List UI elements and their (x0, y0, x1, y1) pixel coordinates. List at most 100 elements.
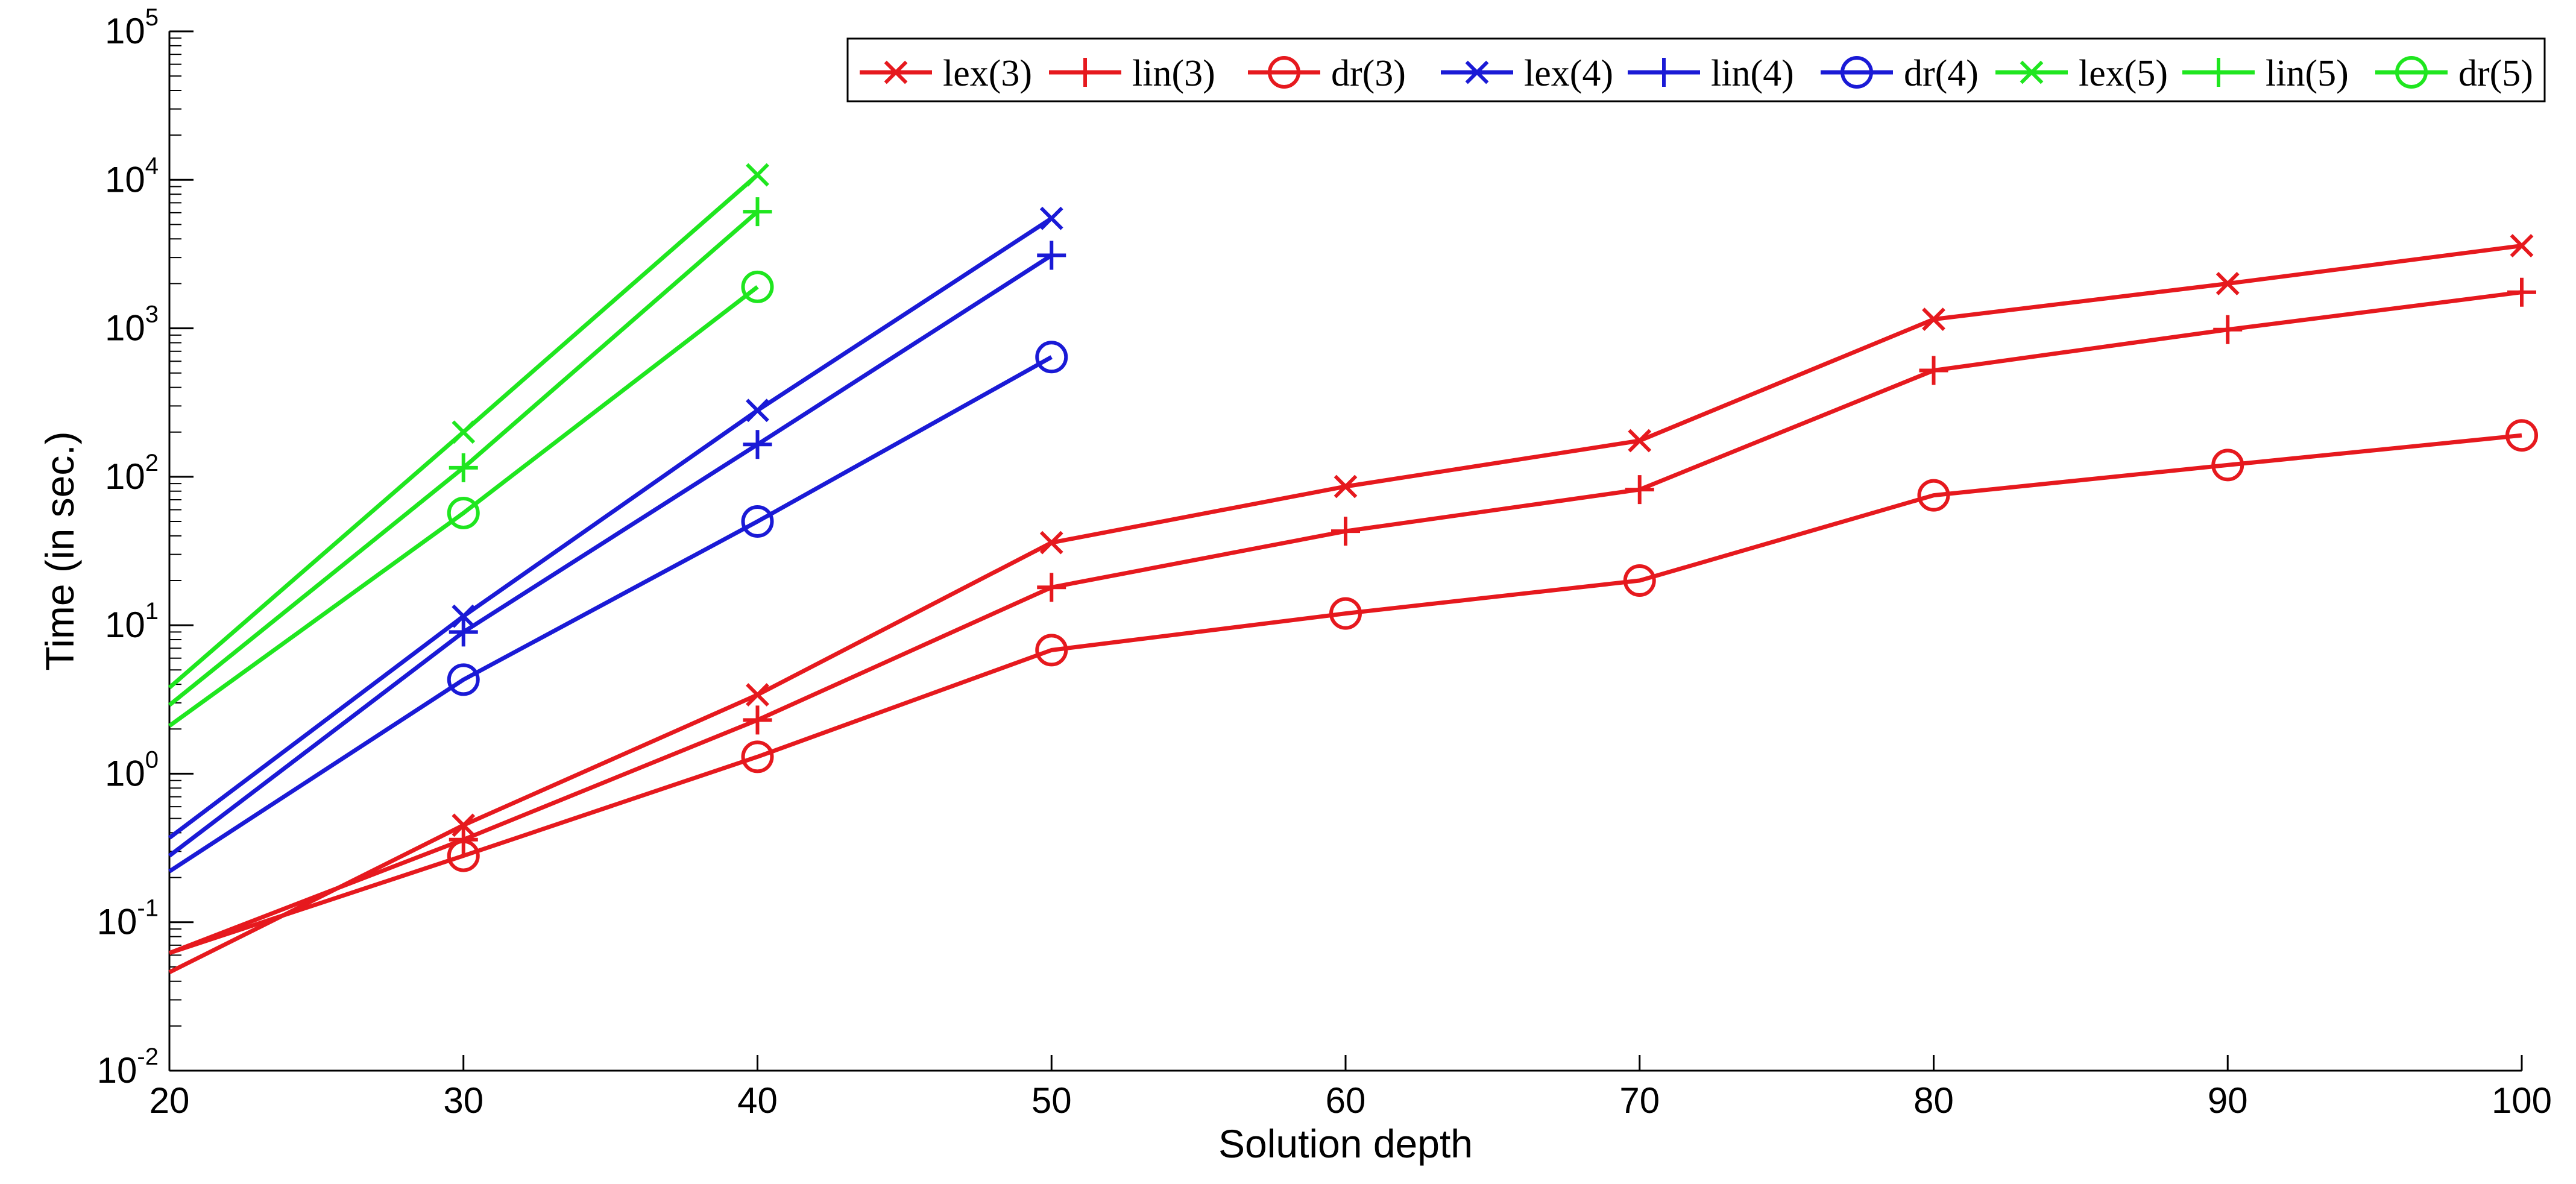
data-point-x (452, 420, 476, 444)
plot-area: 20 30 40 50 60 70 80 90 100 10-210-1100101102103… (97, 4, 2552, 1121)
y-tick-base: 10 (97, 902, 137, 942)
data-point-plus (743, 430, 772, 459)
series-line (168, 216, 1053, 840)
data-point-circle (2395, 56, 2428, 89)
series-lex4 (168, 206, 1063, 840)
x-ticks: 20 30 40 50 60 70 80 90 100 (150, 1055, 2552, 1121)
x-tick-label: 90 (2208, 1080, 2248, 1121)
data-point-circle (1035, 634, 1068, 667)
y-axis-title: Time (in sec.) (37, 431, 82, 670)
legend-item: lin(3) (1049, 53, 1215, 94)
y-tick-exponent: 5 (145, 4, 159, 31)
y-tick-exponent: 1 (145, 598, 159, 625)
data-point-plus (1625, 475, 1654, 505)
legend-label: lin(4) (1711, 53, 1794, 94)
y-tick-base: 10 (105, 753, 145, 793)
data-point-circle (1623, 564, 1656, 597)
data-point-x (746, 683, 769, 707)
data-point-x (2510, 234, 2534, 257)
data-point-plus (1037, 573, 1066, 602)
data-point-plus (2507, 277, 2536, 307)
x-tick-label: 100 (2492, 1080, 2552, 1121)
legend-label: lin(5) (2266, 53, 2349, 94)
series-dr3 (168, 419, 2538, 956)
data-point-x (746, 163, 769, 187)
legend: lex(3) lin(3) dr(3) lex(4) lin(4) dr(4) lex(5)… (846, 37, 2546, 102)
y-tick-exponent: 4 (145, 153, 159, 179)
data-point-circle (1917, 479, 1950, 512)
data-point-x (1039, 531, 1063, 555)
legend-label: lin(3) (1132, 53, 1215, 94)
legend-label: dr(4) (1904, 53, 1979, 94)
legend-item: lex(3) (860, 53, 1032, 94)
x-tick-label: 40 (737, 1080, 778, 1121)
data-point-circle (741, 270, 774, 303)
data-point-x (452, 604, 476, 628)
x-tick-label: 20 (150, 1080, 190, 1121)
data-point-circle (2211, 449, 2244, 482)
legend-box (846, 37, 2546, 102)
y-tick-base: 10 (105, 605, 145, 645)
data-point-plus (1071, 58, 1100, 87)
series-lex5 (168, 163, 769, 690)
y-tick-exponent: 2 (145, 450, 159, 476)
y-tick-exponent: -2 (137, 1044, 159, 1070)
series-layer (168, 163, 2538, 974)
y-tick-base: 10 (105, 159, 145, 200)
legend-label: lex(3) (943, 53, 1032, 94)
series-line (168, 285, 759, 728)
data-point-x (2215, 272, 2240, 295)
y-tick-base: 10 (105, 11, 145, 51)
data-point-circle (741, 740, 774, 773)
y-tick-label: 103 (105, 301, 159, 348)
data-point-circle (1035, 341, 1068, 374)
y-tick-exponent: 3 (145, 301, 159, 328)
x-tick-label: 50 (1031, 1080, 1072, 1121)
legend-label: dr(5) (2458, 53, 2533, 94)
series-lex3 (168, 234, 2534, 974)
y-tick-label: 104 (105, 153, 159, 200)
data-point-x (2020, 60, 2044, 84)
legend-items: lex(3) lin(3) dr(3) lex(4) lin(4) dr(4) lex(5)… (860, 53, 2533, 94)
data-point-x (1465, 60, 1489, 84)
series-line (168, 355, 1053, 874)
series-lin3 (168, 277, 2536, 956)
series-line (168, 244, 2522, 974)
legend-label: lex(5) (2079, 53, 2168, 94)
series-lin4 (168, 241, 1066, 858)
data-point-circle (1268, 56, 1300, 89)
data-point-x (1039, 206, 1063, 230)
series-line (168, 290, 2522, 956)
data-point-x (1922, 307, 1945, 332)
data-point-plus (743, 197, 772, 227)
x-axis-title: Solution depth (1218, 1121, 1473, 1166)
y-tick-label: 101 (105, 598, 159, 645)
legend-item: lin(4) (1628, 53, 1794, 94)
series-lin5 (168, 197, 772, 707)
legend-label: lex(4) (1524, 53, 1613, 94)
data-point-plus (1037, 241, 1066, 270)
x-tick-label: 70 (1619, 1080, 1660, 1121)
data-point-plus (743, 705, 772, 735)
data-point-plus (1331, 517, 1360, 546)
data-point-plus (2204, 58, 2233, 87)
data-point-circle (447, 496, 480, 529)
y-tick-label: 100 (105, 746, 159, 793)
series-line (168, 253, 1053, 858)
data-point-x (1334, 474, 1358, 499)
y-tick-label: 10-1 (97, 895, 159, 942)
data-point-plus (1649, 58, 1678, 87)
data-point-circle (447, 663, 480, 696)
data-point-circle (1329, 597, 1362, 630)
y-tick-label: 10-2 (97, 1044, 159, 1091)
data-point-x (746, 398, 769, 423)
legend-item: lin(5) (2182, 53, 2349, 94)
y-tick-exponent: 0 (145, 746, 159, 773)
legend-item: dr(4) (1821, 53, 1979, 94)
y-tick-label: 102 (105, 450, 159, 497)
y-tick-exponent: -1 (137, 895, 159, 922)
y-tick-base: 10 (97, 1050, 137, 1091)
series-line (168, 433, 2522, 956)
